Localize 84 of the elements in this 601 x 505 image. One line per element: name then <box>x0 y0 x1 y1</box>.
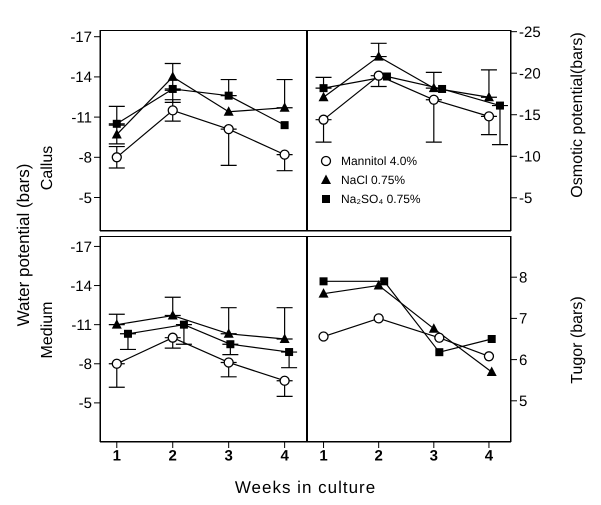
point <box>438 84 446 93</box>
point <box>224 328 234 338</box>
point <box>374 51 384 61</box>
point <box>320 277 328 286</box>
legend-label: Mannitol 4.0% <box>341 154 418 168</box>
legend-label: NaCl 0.75% <box>341 172 406 186</box>
x-tick-label: 3 <box>224 448 233 465</box>
point <box>168 332 178 343</box>
point <box>224 124 234 134</box>
point <box>488 335 496 343</box>
point <box>112 319 122 329</box>
point <box>380 277 388 286</box>
y2-tick-label: 8 <box>519 270 528 287</box>
y-tick-label: -17 <box>70 238 92 256</box>
point <box>428 323 439 333</box>
point <box>496 102 504 110</box>
point <box>180 320 188 329</box>
point <box>112 120 121 128</box>
y-tick-label: -5 <box>78 395 92 412</box>
point <box>428 82 439 92</box>
point <box>280 334 290 343</box>
x-tick-label: 2 <box>168 448 177 465</box>
x-tick-label: 1 <box>319 448 328 465</box>
point <box>279 376 290 386</box>
y-tick-label: -8 <box>78 356 92 374</box>
y2-axis-title: Osmotic potential(bars) <box>569 32 587 198</box>
point <box>318 288 329 298</box>
point <box>484 351 494 362</box>
y2-tick-label: 7 <box>519 310 528 328</box>
y-tick-label: -14 <box>70 69 92 86</box>
y2-tick-label: -20 <box>519 66 541 83</box>
point <box>168 84 177 93</box>
point <box>434 332 444 343</box>
legend-label: Na₂SO₄ 0.75% <box>341 192 421 206</box>
point <box>112 129 122 139</box>
text: Callus <box>39 146 57 190</box>
y2-tick-label: 5 <box>519 393 528 410</box>
y-tick-label: -5 <box>78 190 92 207</box>
point <box>374 280 384 290</box>
point <box>112 152 122 162</box>
y-axis-title: Water potential (bars) <box>14 164 34 326</box>
y2-tick-label: -25 <box>519 24 541 41</box>
point <box>318 331 329 342</box>
point <box>320 84 328 92</box>
point <box>168 71 178 81</box>
y2-tick-label: -15 <box>519 107 541 124</box>
point <box>374 313 384 324</box>
point <box>435 348 444 356</box>
x-tick-label: 4 <box>484 448 494 465</box>
point <box>168 310 178 320</box>
y-tick-label: -11 <box>71 316 92 334</box>
x-tick-label: 3 <box>430 448 438 465</box>
point <box>280 102 290 112</box>
y2-axis-title: Tugor (bars) <box>569 296 587 384</box>
y2-tick-label: -10 <box>519 148 541 166</box>
y-tick-label: -8 <box>78 150 92 167</box>
point <box>224 357 234 368</box>
point <box>484 92 494 102</box>
point <box>226 340 234 348</box>
point <box>112 358 122 369</box>
y2-tick-label: -5 <box>519 190 532 208</box>
point <box>285 348 294 356</box>
point <box>224 92 233 100</box>
point <box>318 92 329 102</box>
point <box>374 70 384 81</box>
x-tick-label: 1 <box>112 448 121 465</box>
point <box>168 105 178 116</box>
x-tick-label: 2 <box>374 448 383 465</box>
x-tick-label: 4 <box>280 448 290 465</box>
y2-tick-label: 6 <box>519 352 528 369</box>
x-axis-title: Weeks in culture <box>234 478 378 498</box>
point <box>382 72 391 81</box>
text: Medium <box>39 302 57 358</box>
y-tick-label: -11 <box>71 109 92 126</box>
point <box>318 114 329 125</box>
point <box>428 94 439 105</box>
y-tick-label: -17 <box>70 29 92 46</box>
point <box>280 121 289 130</box>
point <box>124 330 132 338</box>
point <box>279 149 290 160</box>
point <box>224 106 234 116</box>
point <box>484 111 494 122</box>
point <box>486 366 497 376</box>
y-tick-label: -14 <box>70 278 92 295</box>
